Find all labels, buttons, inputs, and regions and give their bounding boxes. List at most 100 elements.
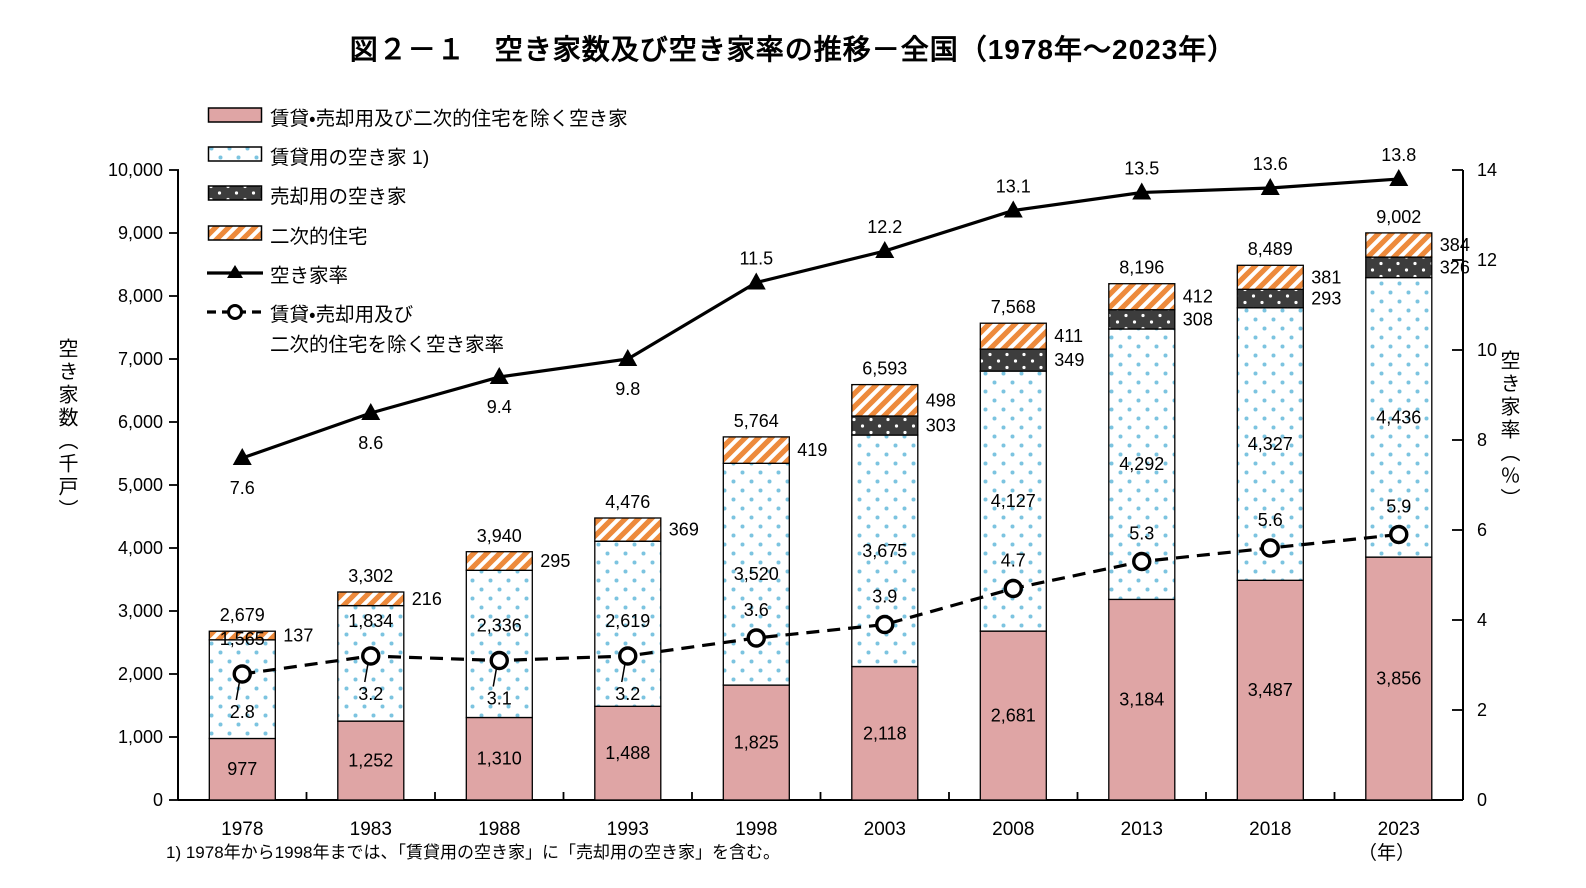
bar-label: 3,856 (1376, 669, 1421, 689)
triangle-marker (361, 403, 381, 420)
tick-label: 2,000 (118, 664, 163, 684)
bar-label: 3,487 (1248, 680, 1293, 700)
side-label: 295 (540, 551, 570, 571)
rate-label: 13.6 (1253, 154, 1288, 174)
year-label: 1988 (478, 819, 520, 840)
bar-segment (465, 551, 533, 571)
year-label: 1978 (221, 819, 263, 840)
bar-segment (1365, 232, 1433, 258)
side-label: 419 (797, 440, 827, 460)
rate-label: 3.6 (744, 600, 769, 620)
tick-label: 10,000 (108, 160, 163, 180)
rate-label: 13.1 (996, 177, 1031, 197)
bar-segment (1108, 283, 1176, 311)
bar-segment (1236, 288, 1304, 309)
total-label: 2,679 (220, 605, 265, 625)
tick-label: 0 (153, 790, 163, 810)
bar-segment (337, 720, 405, 801)
rate-label: 2.8 (230, 702, 255, 722)
rate-label: 3.2 (615, 684, 640, 704)
total-label: 3,940 (477, 526, 522, 546)
bar-segment (1108, 308, 1176, 330)
tick-label: 4,000 (118, 538, 163, 558)
triangle-marker (618, 349, 638, 366)
legend-item-0: 賃貸・売却用及び二次的住宅を除く空き家 (207, 104, 628, 134)
bar-segment (208, 630, 276, 641)
right-axis-ticks: 0 2 4 6 8 10 12 14 (1452, 160, 1497, 810)
bar-segment (979, 348, 1047, 372)
total-label: 8,489 (1248, 239, 1293, 259)
triangle-marker (1260, 178, 1280, 195)
circle-marker (232, 664, 252, 684)
year-label: 2023 (1378, 819, 1420, 840)
total-label: 7,568 (991, 297, 1036, 317)
rate-label: 9.4 (487, 397, 512, 417)
tick-label: 5,000 (118, 475, 163, 495)
tick-label: 3,000 (118, 601, 163, 621)
bar-segment (208, 737, 276, 801)
bar-label: 3,675 (862, 541, 907, 561)
bar-label: 1,565 (220, 629, 265, 649)
legend-item-3: 二次的住宅 (207, 222, 628, 252)
bar-label: 2,336 (477, 616, 522, 636)
tick-label: 8 (1477, 430, 1487, 450)
right-axis-title: 空き家率（％） (1497, 350, 1519, 511)
rate-label: 5.3 (1129, 524, 1154, 544)
triangle-marker (1003, 200, 1023, 218)
bar-segment (722, 436, 790, 464)
triangle-marker (875, 241, 895, 258)
rate-label: 3.9 (872, 587, 897, 607)
side-label: 216 (412, 589, 442, 609)
bar-label: 1,825 (734, 733, 779, 753)
circle-marker (361, 646, 381, 666)
year-label: 2008 (992, 819, 1034, 840)
circle-marker (618, 646, 638, 666)
left-axis-title: 空き家数（千戸） (55, 338, 77, 522)
bar-segment (594, 540, 662, 707)
bar-label: 4,436 (1376, 407, 1421, 427)
legend-swatch-dashed-circle (207, 300, 263, 326)
triangle-marker (489, 367, 509, 384)
rate-label: 12.2 (867, 217, 902, 237)
bar-label: 4,127 (991, 491, 1036, 511)
legend-label: 賃貸用の空き家 1) (270, 147, 430, 170)
side-label: 498 (926, 390, 956, 410)
year-label: 2003 (864, 819, 906, 840)
tick-label: 8,000 (118, 286, 163, 306)
legend-label: 賃貸・売却用及び二次的住宅を除く空き家 (270, 108, 628, 130)
left-axis-ticks: 0 1,000 2,000 3,000 4,000 5,000 6,000 7,000 8,00… (108, 160, 179, 810)
bar-segment (979, 322, 1047, 350)
tick-label: 0 (1477, 790, 1487, 810)
bar-label: 1,252 (348, 751, 393, 771)
rate-label: 7.6 (230, 478, 255, 498)
total-label: 4,476 (605, 492, 650, 512)
triangle-marker (1132, 182, 1152, 200)
legend-item-1: 賃貸用の空き家 1) (207, 143, 628, 173)
legend-swatch-solid-triangle (207, 261, 263, 287)
side-label: 411 (1054, 326, 1083, 346)
bar-segment (465, 569, 533, 719)
side-label: 303 (926, 416, 956, 436)
bar-value-labels: 977 1,565 137 2,679 1978 1,252 1,834 216 3,302 19… (220, 207, 1470, 840)
legend-label: 空き家率 (270, 264, 349, 287)
legend-swatch-pink (207, 104, 263, 130)
circle-marker (1260, 538, 1280, 558)
side-label: 349 (1054, 350, 1084, 370)
vacancy-rate-excl-line: 2.8 3.2 3.1 3.2 3.6 3.9 4.7 5.3 5.6 5.9 (230, 497, 1412, 723)
chart-footnote: 1) 1978年から1998年までは、「賃貸用の空き家」に「売却用の空き家」を含… (166, 843, 780, 862)
legend-swatch-orange-hatch (207, 222, 263, 248)
x-axis-unit-label: （年） (1358, 843, 1416, 864)
tick-label: 7,000 (118, 349, 163, 369)
side-label: 384 (1440, 235, 1470, 255)
bar-label: 1,834 (348, 611, 393, 631)
year-label: 1998 (735, 819, 777, 840)
tick-label: 14 (1477, 160, 1497, 180)
bar-segment (1365, 256, 1433, 279)
rate-label: 11.5 (739, 249, 773, 269)
bar-segment (1236, 579, 1304, 801)
total-label: 9,002 (1376, 207, 1421, 227)
year-label: 1993 (607, 819, 649, 840)
tick-label: 9,000 (118, 223, 163, 243)
